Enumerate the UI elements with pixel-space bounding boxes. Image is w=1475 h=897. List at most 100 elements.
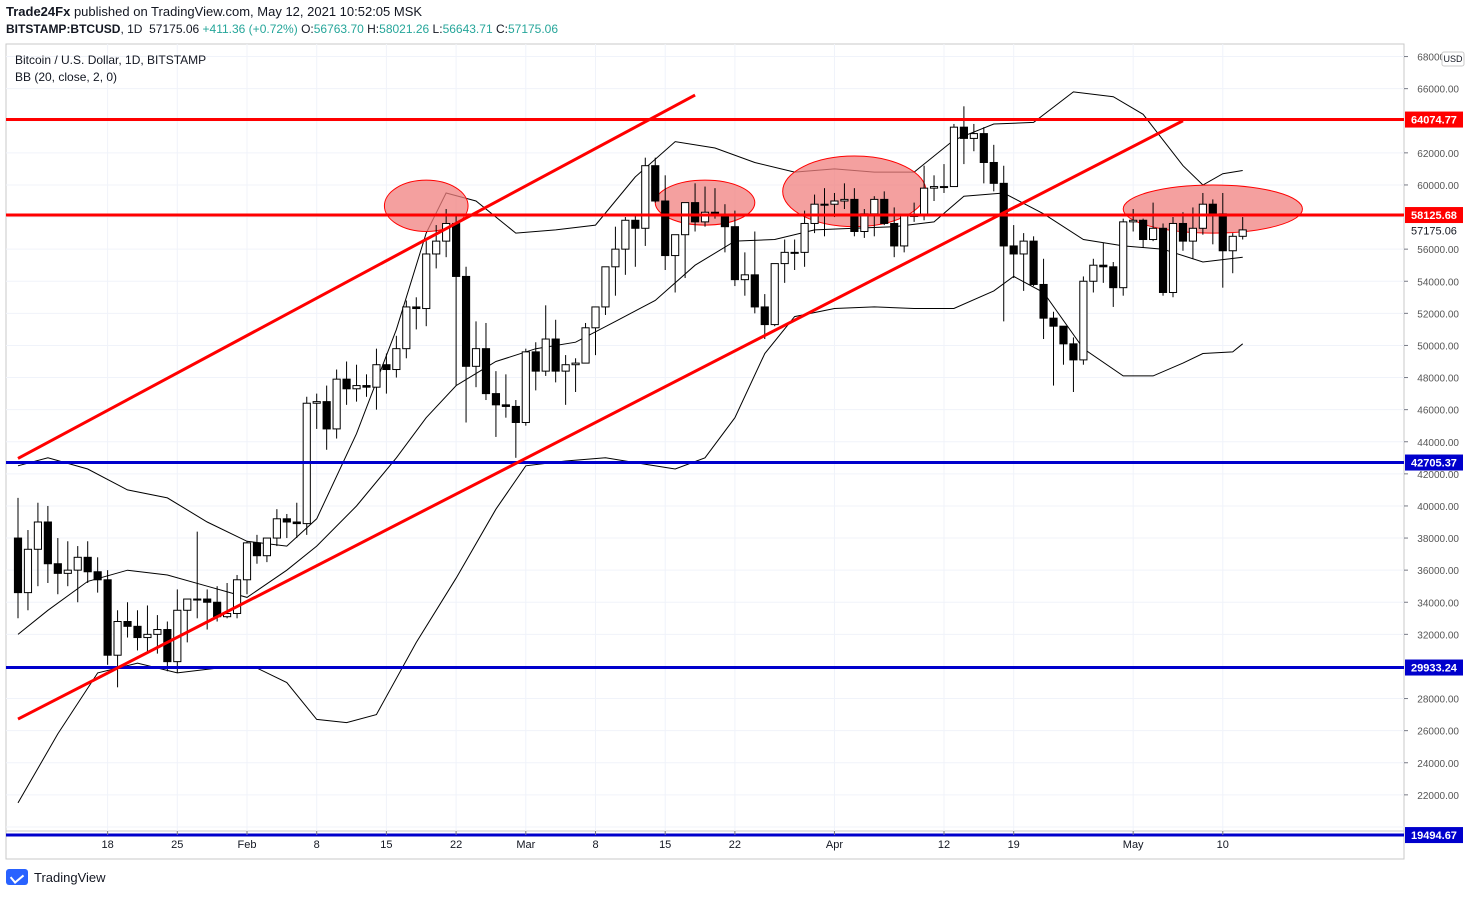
candle[interactable] (651, 157, 660, 203)
tradingview-footer[interactable]: TradingView (6, 869, 106, 885)
candle[interactable] (1009, 225, 1018, 279)
horizontal-levels[interactable] (6, 118, 1404, 837)
candle[interactable] (193, 531, 202, 619)
candle[interactable] (272, 509, 281, 547)
candle[interactable] (900, 213, 909, 253)
candle[interactable] (1129, 209, 1138, 232)
candle[interactable] (163, 621, 172, 672)
candle[interactable] (661, 175, 670, 271)
candle[interactable] (372, 348, 381, 410)
candle[interactable] (820, 188, 829, 237)
candle[interactable] (621, 217, 630, 275)
candle[interactable] (342, 361, 351, 405)
candle[interactable] (601, 266, 610, 315)
publisher-name[interactable]: Trade24Fx (6, 4, 71, 19)
candle[interactable] (33, 502, 42, 587)
candle[interactable] (521, 348, 530, 426)
candle[interactable] (1228, 233, 1237, 274)
candle[interactable] (93, 557, 102, 593)
candle[interactable] (929, 175, 939, 201)
candle[interactable] (1139, 218, 1148, 248)
candle[interactable] (671, 234, 680, 293)
candle[interactable] (501, 374, 510, 418)
candle[interactable] (959, 106, 968, 165)
candle[interactable] (880, 191, 889, 226)
candle[interactable] (352, 364, 361, 402)
candle[interactable] (1089, 258, 1098, 293)
candle[interactable] (541, 305, 550, 376)
candle[interactable] (63, 541, 72, 587)
candle[interactable] (1109, 261, 1118, 307)
candle[interactable] (830, 192, 839, 218)
candle[interactable] (800, 210, 809, 267)
candle[interactable] (23, 530, 33, 611)
candle[interactable] (1168, 217, 1178, 298)
candle[interactable] (183, 598, 192, 643)
candle[interactable] (1079, 276, 1088, 365)
candle[interactable] (1119, 218, 1128, 296)
candle[interactable] (471, 321, 481, 388)
trendline[interactable] (17, 119, 1184, 721)
candle[interactable] (999, 165, 1008, 322)
legend-indicator[interactable]: BB (20, close, 2, 0) (15, 70, 117, 84)
candle[interactable] (332, 369, 341, 439)
candle[interactable] (1238, 217, 1247, 240)
candle[interactable] (232, 574, 242, 619)
candle[interactable] (531, 342, 540, 391)
trendline[interactable] (17, 93, 696, 460)
candle[interactable] (362, 374, 371, 397)
candle[interactable] (143, 605, 152, 654)
candle[interactable] (402, 300, 411, 359)
candle[interactable] (581, 322, 590, 364)
candle[interactable] (282, 513, 291, 539)
candle[interactable] (740, 252, 749, 296)
candle[interactable] (461, 266, 471, 423)
candle[interactable] (730, 210, 739, 287)
candle[interactable] (1039, 258, 1048, 340)
candle[interactable] (322, 385, 331, 450)
candle[interactable] (113, 610, 122, 688)
price-axis[interactable]: 22000.00 24000.00 26000.00 28000.00 32000.00… (1404, 53, 1459, 802)
candle[interactable] (611, 226, 620, 296)
candle[interactable] (123, 602, 132, 638)
candle[interactable] (432, 225, 441, 269)
candle[interactable] (392, 335, 401, 378)
candle[interactable] (949, 123, 959, 188)
candle[interactable] (1158, 223, 1168, 296)
candle[interactable] (760, 294, 769, 340)
candle[interactable] (103, 570, 112, 665)
candle[interactable] (242, 541, 252, 595)
candle[interactable] (422, 241, 431, 327)
candle[interactable] (452, 215, 461, 386)
candle[interactable] (442, 209, 451, 258)
candle[interactable] (302, 396, 311, 535)
candle[interactable] (780, 239, 789, 283)
candle[interactable] (969, 123, 978, 152)
candle[interactable] (1149, 202, 1158, 242)
candle[interactable] (561, 355, 570, 405)
candle[interactable] (1099, 242, 1108, 283)
candle[interactable] (1059, 325, 1068, 365)
candle[interactable] (43, 505, 52, 583)
candle[interactable] (979, 127, 988, 184)
candle[interactable] (1049, 311, 1058, 386)
candle[interactable] (382, 353, 391, 394)
trendlines[interactable] (17, 93, 1184, 721)
candle[interactable] (73, 546, 82, 603)
candle[interactable] (750, 231, 759, 314)
candle[interactable] (1019, 233, 1028, 291)
candle[interactable] (1029, 236, 1038, 287)
candle[interactable] (919, 165, 929, 221)
candle[interactable] (1178, 212, 1188, 251)
candle[interactable] (53, 538, 62, 595)
candle[interactable] (700, 186, 710, 227)
candle[interactable] (1069, 337, 1078, 392)
candle[interactable] (790, 239, 799, 271)
candle[interactable] (133, 610, 142, 651)
candle[interactable] (13, 497, 23, 619)
candle[interactable] (551, 319, 560, 383)
time-axis[interactable]: 18 25 Feb 8 15 22 Mar 8 15 22 Apr 12 19 May 10 (101, 831, 1229, 851)
candle[interactable] (312, 393, 321, 429)
candle[interactable] (641, 157, 650, 246)
candle[interactable] (989, 144, 998, 192)
